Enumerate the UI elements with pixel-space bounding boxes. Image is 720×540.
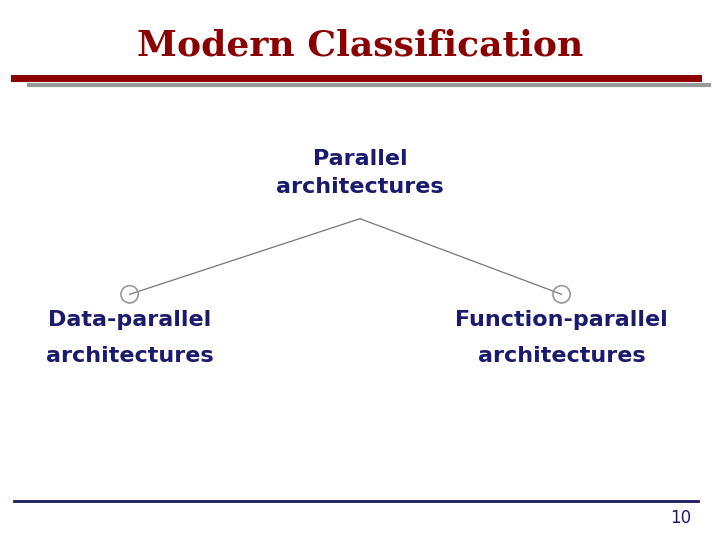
Text: Parallel
architectures: Parallel architectures xyxy=(276,149,444,197)
Text: Function-parallel: Function-parallel xyxy=(455,309,668,330)
Text: Data-parallel: Data-parallel xyxy=(48,309,211,330)
Text: Modern Classification: Modern Classification xyxy=(137,29,583,63)
Text: architectures: architectures xyxy=(478,346,645,367)
Text: 10: 10 xyxy=(670,509,691,528)
Text: architectures: architectures xyxy=(46,346,213,367)
